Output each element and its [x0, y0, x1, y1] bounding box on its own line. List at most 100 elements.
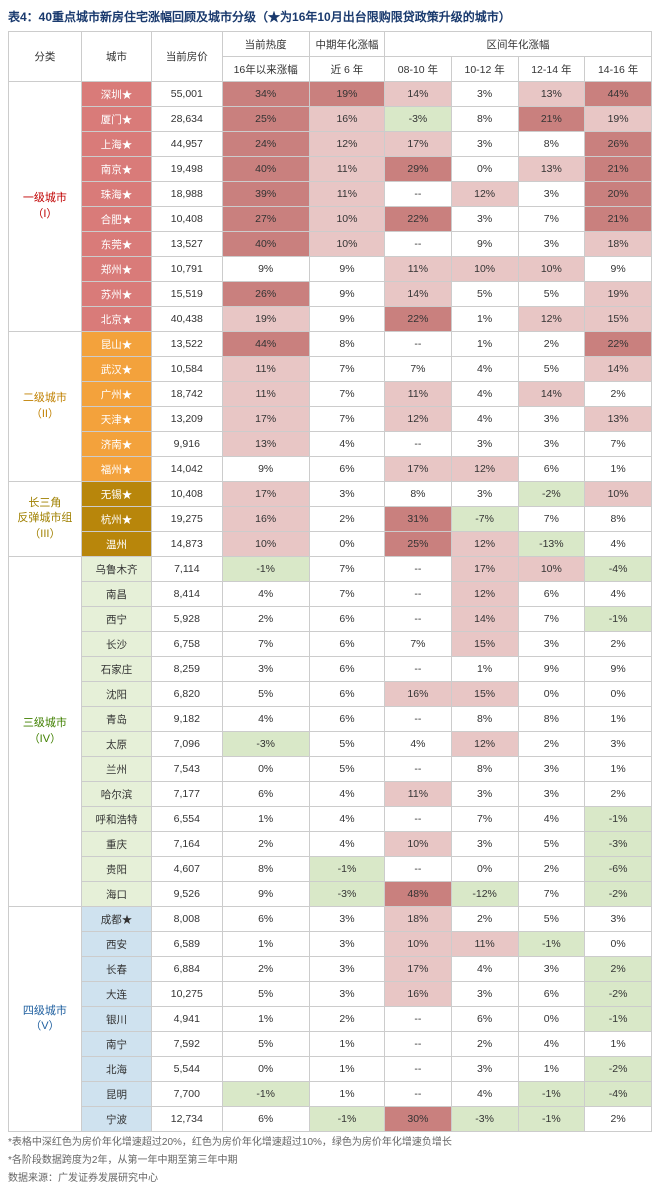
value-cell: 9%	[309, 257, 384, 282]
footnotes: *表格中深红色为房价年化增速超过20%，红色为房价年化增速超过10%，绿色为房价…	[8, 1136, 652, 1186]
table-row: 广州★18,74211%7%11%4%14%2%	[9, 382, 652, 407]
value-cell: 12%	[451, 582, 518, 607]
table-row: 宁波12,7346%-1%30%-3%-1%2%	[9, 1107, 652, 1132]
value-cell: 6%	[518, 457, 585, 482]
value-cell: 11%	[451, 932, 518, 957]
price-cell: 12,734	[152, 1107, 222, 1132]
value-cell: 3%	[451, 82, 518, 107]
city-cell: 乌鲁木齐	[81, 557, 151, 582]
table-row: 长春6,8842%3%17%4%3%2%	[9, 957, 652, 982]
value-cell: 10%	[518, 257, 585, 282]
value-cell: -12%	[451, 882, 518, 907]
col-6y: 近 6 年	[309, 57, 384, 82]
value-cell: 7%	[309, 557, 384, 582]
price-cell: 19,275	[152, 507, 222, 532]
value-cell: 5%	[309, 757, 384, 782]
value-cell: 8%	[385, 482, 452, 507]
value-cell: 6%	[222, 907, 309, 932]
col-city: 城市	[81, 32, 151, 82]
value-cell: --	[385, 757, 452, 782]
city-cell: 呼和浩特	[81, 807, 151, 832]
footnote-line: *表格中深红色为房价年化增速超过20%，红色为房价年化增速超过10%，绿色为房价…	[8, 1136, 652, 1150]
value-cell: 0%	[518, 682, 585, 707]
value-cell: 21%	[585, 207, 652, 232]
category-cell: 三级城市（IV）	[9, 557, 82, 907]
table-row: 福州★14,0429%6%17%12%6%1%	[9, 457, 652, 482]
value-cell: -3%	[451, 1107, 518, 1132]
price-cell: 4,607	[152, 857, 222, 882]
value-cell: 34%	[222, 82, 309, 107]
value-cell: 1%	[451, 307, 518, 332]
value-cell: -1%	[518, 1107, 585, 1132]
city-cell: 兰州	[81, 757, 151, 782]
city-cell: 西安	[81, 932, 151, 957]
value-cell: 39%	[222, 182, 309, 207]
value-cell: 4%	[222, 582, 309, 607]
value-cell: 44%	[585, 82, 652, 107]
value-cell: 6%	[222, 782, 309, 807]
city-cell: 合肥★	[81, 207, 151, 232]
value-cell: 4%	[222, 707, 309, 732]
value-cell: 4%	[585, 582, 652, 607]
city-cell: 石家庄	[81, 657, 151, 682]
value-cell: 3%	[518, 407, 585, 432]
value-cell: --	[385, 557, 452, 582]
value-cell: -6%	[585, 857, 652, 882]
value-cell: 9%	[585, 657, 652, 682]
table-row: 温州14,87310%0%25%12%-13%4%	[9, 532, 652, 557]
value-cell: 5%	[518, 357, 585, 382]
value-cell: 13%	[585, 407, 652, 432]
value-cell: -4%	[585, 1082, 652, 1107]
value-cell: 1%	[585, 757, 652, 782]
city-cell: 昆明	[81, 1082, 151, 1107]
value-cell: -13%	[518, 532, 585, 557]
price-cell: 10,584	[152, 357, 222, 382]
value-cell: 0%	[222, 757, 309, 782]
value-cell: --	[385, 1082, 452, 1107]
table-row: 南昌8,4144%7%--12%6%4%	[9, 582, 652, 607]
value-cell: 5%	[518, 907, 585, 932]
value-cell: 11%	[385, 382, 452, 407]
value-cell: --	[385, 1057, 452, 1082]
value-cell: --	[385, 857, 452, 882]
value-cell: 15%	[451, 632, 518, 657]
value-cell: 3%	[585, 907, 652, 932]
value-cell: 4%	[451, 1082, 518, 1107]
table-row: 重庆7,1642%4%10%3%5%-3%	[9, 832, 652, 857]
value-cell: 14%	[585, 357, 652, 382]
price-cell: 14,042	[152, 457, 222, 482]
price-cell: 9,916	[152, 432, 222, 457]
value-cell: 9%	[222, 457, 309, 482]
value-cell: 7%	[518, 207, 585, 232]
value-cell: 16%	[222, 507, 309, 532]
table-row: 北海5,5440%1%--3%1%-2%	[9, 1057, 652, 1082]
price-cell: 4,941	[152, 1007, 222, 1032]
value-cell: 3%	[451, 782, 518, 807]
value-cell: 9%	[451, 232, 518, 257]
price-cell: 7,700	[152, 1082, 222, 1107]
value-cell: 5%	[518, 832, 585, 857]
value-cell: 2%	[585, 1107, 652, 1132]
value-cell: -7%	[451, 507, 518, 532]
value-cell: -3%	[585, 832, 652, 857]
city-cell: 贵阳	[81, 857, 151, 882]
price-cell: 7,177	[152, 782, 222, 807]
value-cell: 11%	[222, 382, 309, 407]
city-cell: 长沙	[81, 632, 151, 657]
city-cell: 郑州★	[81, 257, 151, 282]
value-cell: 8%	[222, 857, 309, 882]
value-cell: 4%	[385, 732, 452, 757]
value-cell: -1%	[222, 1082, 309, 1107]
value-cell: 40%	[222, 157, 309, 182]
value-cell: 3%	[309, 482, 384, 507]
value-cell: 3%	[585, 732, 652, 757]
city-cell: 武汉★	[81, 357, 151, 382]
value-cell: -1%	[222, 557, 309, 582]
price-cell: 40,438	[152, 307, 222, 332]
value-cell: 8%	[518, 132, 585, 157]
city-cell: 厦门★	[81, 107, 151, 132]
value-cell: 7%	[385, 632, 452, 657]
col-0810: 08-10 年	[385, 57, 452, 82]
value-cell: 6%	[451, 1007, 518, 1032]
value-cell: -1%	[309, 857, 384, 882]
